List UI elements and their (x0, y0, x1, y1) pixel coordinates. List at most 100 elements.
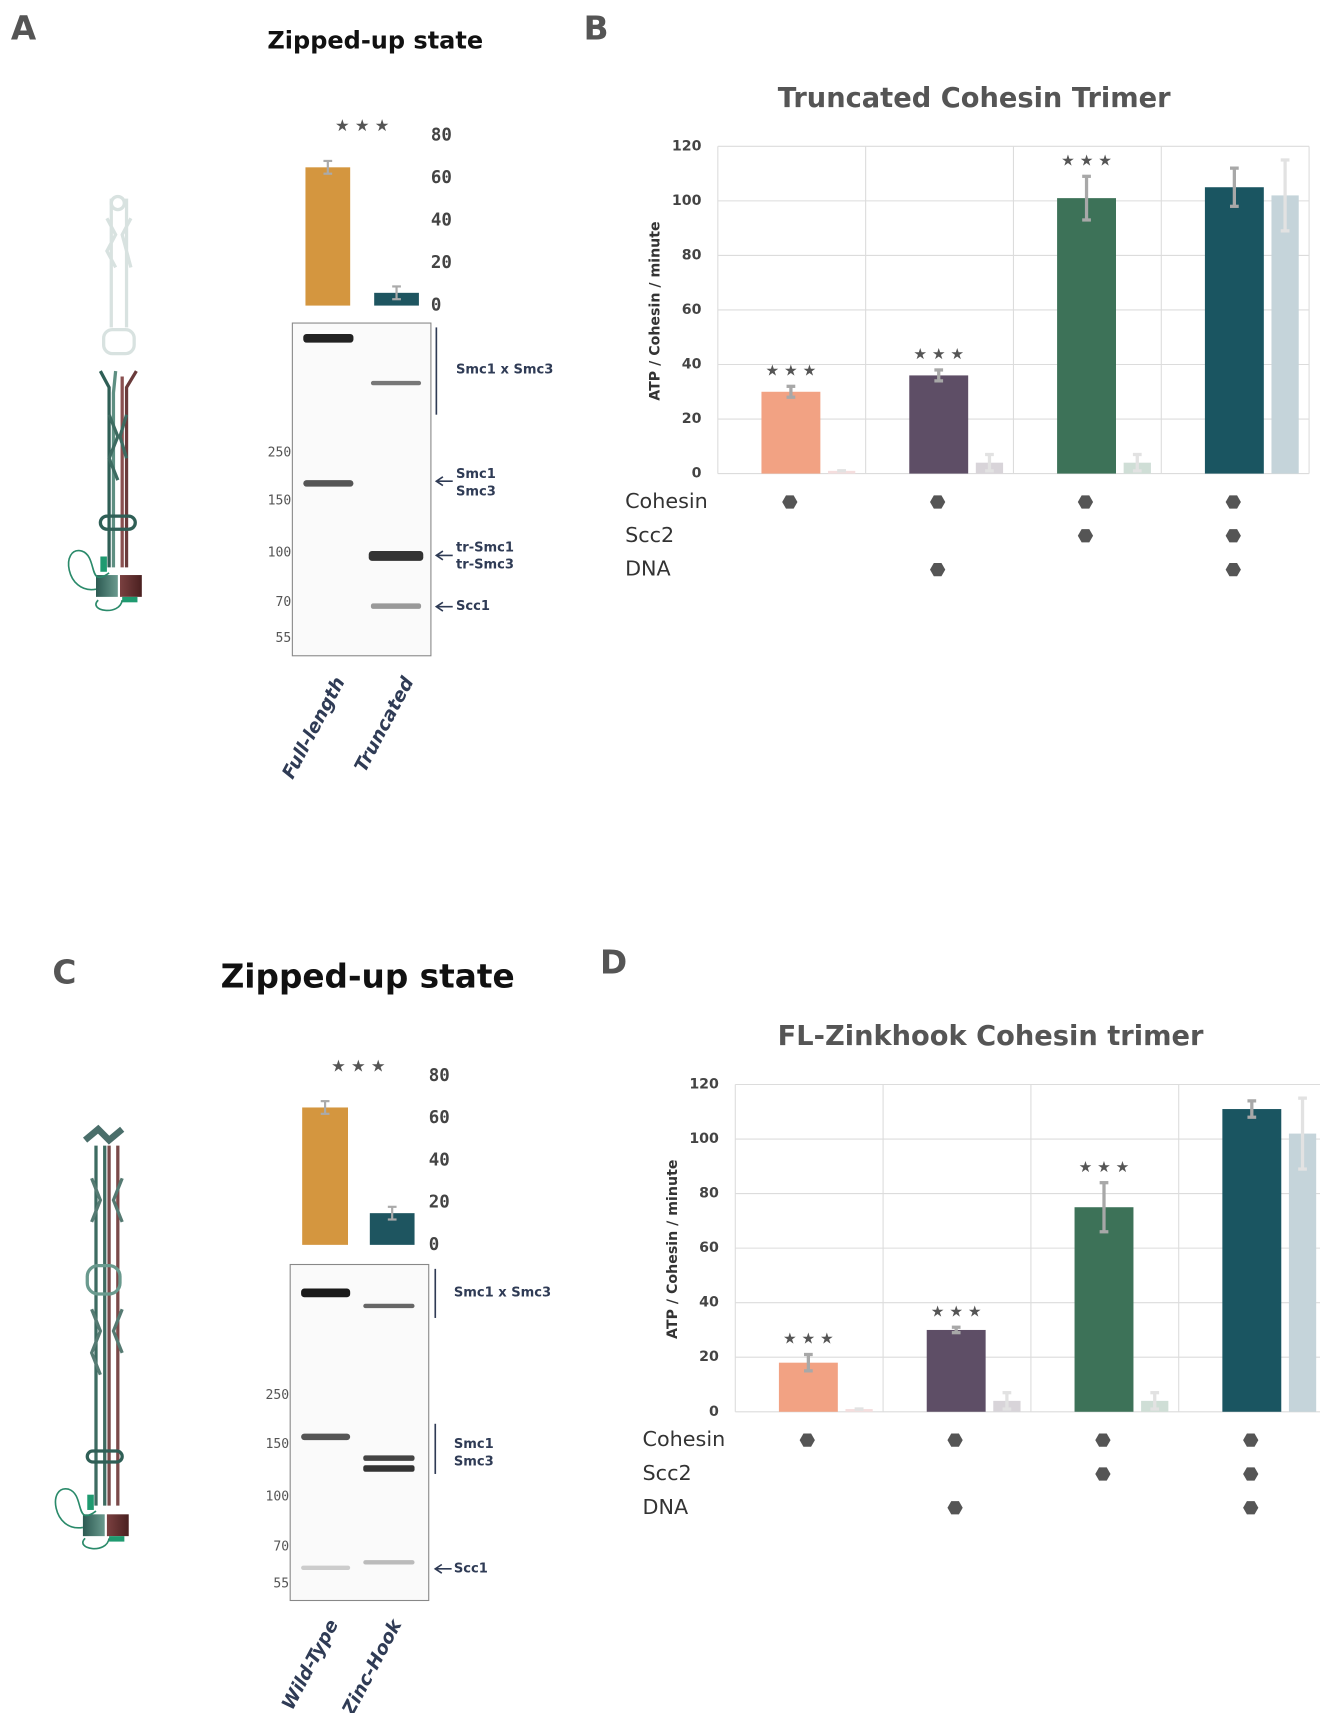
condition-marker (947, 1434, 962, 1447)
bar (1271, 195, 1298, 473)
condition-marker (1243, 1501, 1258, 1514)
panel-label: B (584, 10, 609, 48)
condition-marker (1226, 529, 1241, 542)
gel: 250 150 100 70 55 Smc1 x Smc3 Smc1 Smc3 … (268, 323, 554, 656)
gel-marker: 55 (273, 1577, 289, 1592)
gel-band (363, 1465, 414, 1472)
bar (305, 167, 350, 305)
figure: A B C D 2 (0, 0, 1320, 1713)
condition-marker (1243, 1434, 1258, 1447)
bar (1057, 198, 1116, 473)
condition-label: DNA (625, 557, 671, 581)
gel-marker: 150 (268, 493, 292, 508)
gel: 250 150 100 70 55 Smc1 x Smc3 Smc1 Smc3 … (265, 1265, 551, 1601)
condition-label: Cohesin (643, 1427, 726, 1451)
bar (1222, 1109, 1281, 1412)
panel-label: A (11, 10, 37, 48)
cohesin-diagram (69, 197, 142, 611)
condition-marker (1226, 563, 1241, 576)
chart-title: Truncated Cohesin Trimer (778, 83, 1171, 114)
band-label: Smc3 (456, 485, 496, 500)
lane-label: Wild-Type (278, 1616, 343, 1713)
gel-frame (290, 1265, 429, 1601)
y-tick-label: 40 (429, 1150, 450, 1170)
gel-marker: 55 (276, 631, 292, 646)
condition-marker (1243, 1467, 1258, 1480)
gel-band (303, 334, 353, 343)
y-tick-label: 100 (672, 193, 702, 209)
significance: ★ ★ ★ (931, 1302, 982, 1320)
lane-label: Truncated (351, 673, 419, 776)
gel-band (363, 1560, 414, 1564)
bar (302, 1107, 348, 1244)
bar (1075, 1207, 1134, 1412)
gel-band (301, 1566, 350, 1570)
y-tick-label: 120 (672, 138, 702, 154)
gel-marker: 100 (265, 1489, 289, 1504)
band-label: Smc1 x Smc3 (454, 1285, 551, 1300)
lane-label: Zinc-Hook (338, 1615, 407, 1713)
gel-band (371, 381, 421, 385)
condition-marker (1095, 1467, 1110, 1480)
band-label: Smc1 x Smc3 (456, 362, 553, 377)
gel-marker: 250 (265, 1388, 289, 1403)
chart-title: FL-Zinkhook Cohesin trimer (778, 1021, 1204, 1052)
gel-band (301, 1434, 350, 1441)
y-tick-label: 80 (429, 1066, 450, 1086)
bar (761, 392, 820, 474)
y-axis-label: ATP / Cohesin / minute (665, 1160, 681, 1339)
significance: ★ ★ ★ (335, 116, 389, 135)
band-label: tr-Smc1 (456, 540, 514, 555)
bar (927, 1330, 986, 1412)
y-tick-label: 0 (431, 296, 442, 316)
condition-marker (800, 1434, 815, 1447)
condition-marker (1226, 495, 1241, 508)
significance: ★ ★ ★ (913, 345, 964, 363)
y-tick-label: 40 (431, 211, 452, 231)
y-tick-label: 60 (699, 1240, 719, 1256)
y-tick-label: 40 (699, 1295, 719, 1311)
y-tick-label: 60 (682, 302, 702, 318)
lane-label: Full-length (279, 674, 350, 783)
y-tick-label: 80 (682, 247, 702, 263)
y-axis-label: ATP / Cohesin / minute (648, 221, 664, 400)
gel-band (369, 551, 424, 561)
y-tick-label: 100 (689, 1131, 719, 1147)
condition-marker (1095, 1434, 1110, 1447)
condition-label: Scc2 (625, 523, 674, 547)
gel-band (371, 603, 421, 608)
condition-marker (930, 495, 945, 508)
y-tick-label: 0 (692, 466, 702, 482)
band-label: tr-Smc3 (456, 558, 514, 573)
page: A B C D 2 (0, 0, 1320, 1713)
significance: ★ ★ ★ (331, 1057, 385, 1076)
condition-marker (1078, 529, 1093, 542)
gel-marker: 250 (268, 445, 292, 460)
error-bar (787, 386, 796, 397)
bar (909, 375, 968, 473)
condition-label: Scc2 (643, 1461, 692, 1485)
condition-marker (947, 1501, 962, 1514)
significance: ★ ★ ★ (766, 362, 817, 380)
band-label: Smc1 (456, 467, 496, 482)
y-tick-label: 80 (431, 125, 452, 145)
y-tick-label: 20 (431, 253, 452, 273)
panel-label: D (600, 944, 627, 982)
y-tick-label: 80 (699, 1186, 719, 1202)
panel-label: C (52, 953, 76, 991)
y-tick-label: 20 (699, 1349, 719, 1365)
band-label: Scc1 (456, 599, 490, 614)
significance: ★ ★ ★ (1061, 152, 1112, 170)
gel-marker: 100 (268, 546, 292, 561)
y-tick-label: 20 (682, 411, 702, 427)
y-tick-label: 120 (689, 1077, 719, 1093)
cohesin-diagram (55, 1129, 128, 1548)
chart-title: Zipped-up state (267, 27, 483, 55)
gel-band (303, 480, 353, 487)
chart-title: Zipped-up state (221, 958, 515, 996)
gel-marker: 70 (276, 595, 292, 610)
gel-band (301, 1289, 350, 1298)
band-label: Scc1 (454, 1561, 488, 1576)
condition-marker (1078, 495, 1093, 508)
band-label: Smc1 (454, 1437, 494, 1452)
